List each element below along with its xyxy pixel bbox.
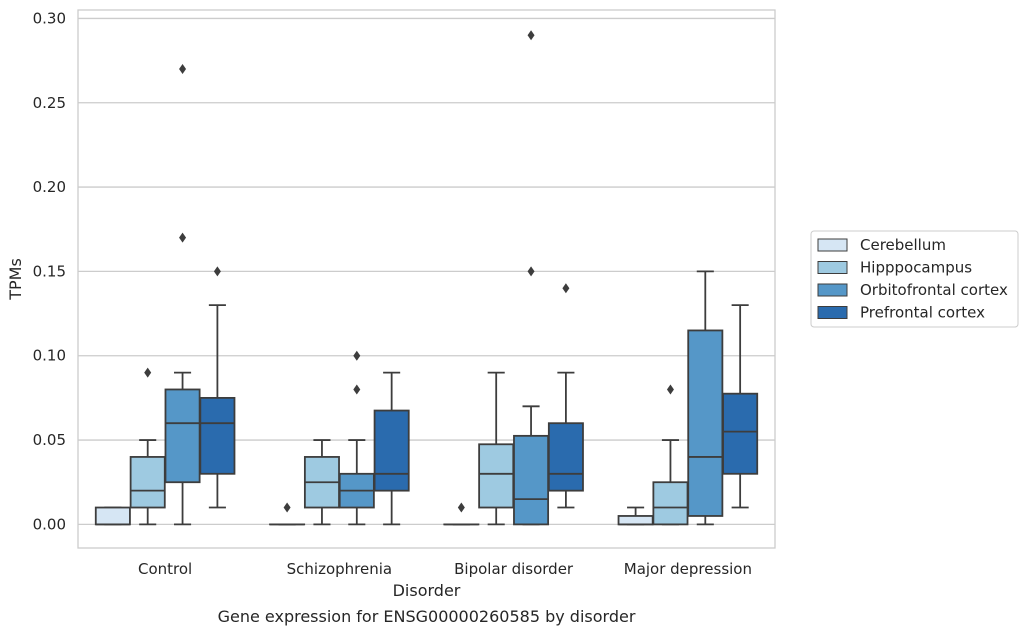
box-body [199,396,236,475]
x-axis-label: Disorder [393,581,461,600]
box-body [373,409,410,492]
box [617,506,654,526]
y-tick-label: 0.05 [33,431,66,449]
legend-frame [810,230,1019,328]
legend-swatch [817,261,848,274]
box [164,64,201,526]
legend: Cerebellum Hipppocampus Orbitofrontal cort… [810,230,1019,328]
outlier-point [527,30,535,41]
box [129,367,166,526]
box [687,270,724,526]
plot-frame [77,9,776,549]
box-body [513,434,550,526]
box-body [547,422,584,492]
chart-caption: Gene expression for ENSG00000260585 by d… [218,607,636,626]
box [722,304,759,509]
x-tick-label: Schizophrenia [287,560,392,578]
box [443,502,480,526]
outlier-point [353,350,361,361]
box-body [722,392,759,475]
x-tick-label: Control [138,560,192,578]
outlier-point [562,283,570,294]
box-body [478,443,515,509]
y-axis-ticks: 0.00 0.05 0.10 0.15 0.20 0.25 0.30 [33,9,66,533]
box-body [129,456,166,509]
outlier-point [283,502,291,513]
box-body [652,481,689,526]
legend-swatch [817,306,848,319]
x-tick-label: Major depression [624,560,752,578]
box-body [94,506,131,526]
box-body [164,388,201,484]
box [478,371,515,526]
outlier-point [457,502,465,513]
outlier-point [353,384,361,395]
box [269,502,306,526]
box [547,283,584,509]
y-tick-label: 0.15 [33,262,66,280]
legend-label: Prefrontal cortex [860,304,985,322]
box [652,384,689,526]
box [513,30,550,526]
box [338,350,375,526]
box-body [687,329,724,517]
legend-swatch [817,283,848,297]
y-tick-label: 0.20 [33,178,66,196]
y-axis-label: TPMs [6,258,25,301]
legend-label: Orbitofrontal cortex [860,281,1008,299]
x-axis-ticks: Control Schizophrenia Bipolar disorder Majo… [138,560,752,578]
legend-label: Hipppocampus [860,259,972,277]
boxes [94,30,759,526]
x-tick-label: Bipolar disorder [454,560,574,578]
box [94,506,131,526]
legend-label: Cerebellum [860,236,946,254]
outlier-point [179,232,187,243]
outlier-point [213,266,221,277]
y-tick-label: 0.30 [33,9,66,27]
y-tick-label: 0.10 [33,347,66,365]
box [303,439,340,526]
outlier-point [527,266,535,277]
outlier-point [666,384,674,395]
outlier-point [179,64,187,75]
y-tick-label: 0.25 [33,94,66,112]
box-body [617,515,654,526]
outlier-point [144,367,152,378]
box [373,371,410,526]
box [199,266,236,509]
legend-swatch [817,238,848,252]
y-tick-label: 0.00 [33,515,66,533]
